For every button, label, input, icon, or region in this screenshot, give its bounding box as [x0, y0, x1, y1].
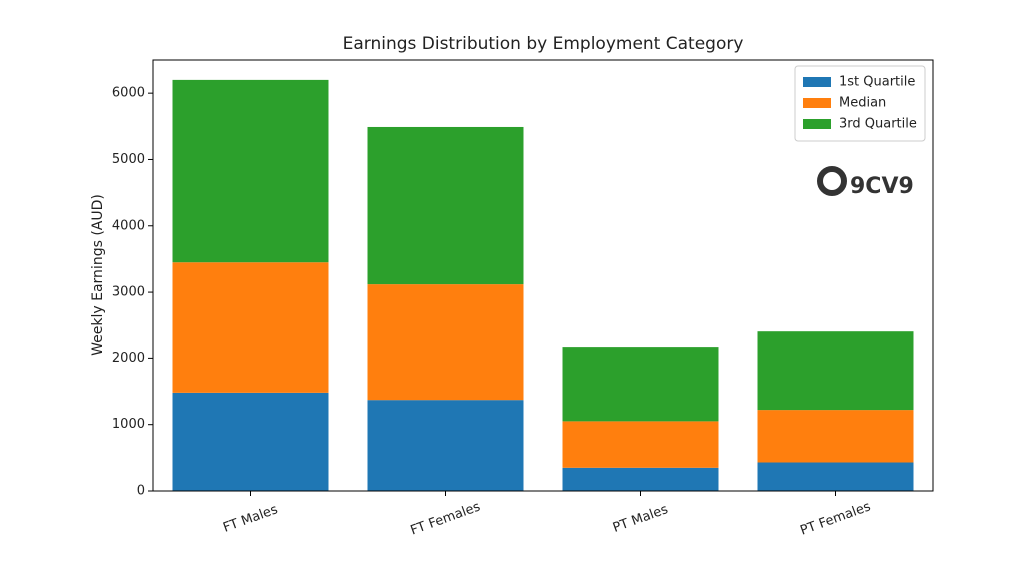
- bar-segment: [367, 126, 524, 285]
- bar-segment: [757, 410, 914, 463]
- y-tick-label: 0: [137, 484, 145, 499]
- bar-segment: [172, 79, 329, 263]
- chart-title: Earnings Distribution by Employment Cate…: [343, 34, 744, 54]
- y-tick-label: 6000: [112, 86, 145, 101]
- y-axis-label: Weekly Earnings (AUD): [90, 194, 106, 356]
- y-tick-label: 4000: [112, 218, 145, 233]
- bar-segment: [172, 262, 329, 393]
- bar-segment: [562, 467, 719, 491]
- y-tick-label: 1000: [112, 417, 145, 432]
- watermark-text: 9CV9: [850, 174, 914, 199]
- watermark-logo: [817, 166, 847, 196]
- bar-segment: [367, 284, 524, 401]
- legend-swatch: [803, 77, 831, 87]
- bar-segment: [172, 392, 329, 491]
- legend-swatch: [803, 119, 831, 129]
- bar-segment: [367, 400, 524, 491]
- legend-label: 1st Quartile: [839, 75, 915, 90]
- watermark: 9CV9: [817, 166, 914, 199]
- bar-segment: [757, 462, 914, 491]
- plot-frame: [152, 59, 934, 492]
- legend-swatch: [803, 98, 831, 108]
- bar-segment: [562, 421, 719, 468]
- bar-segment: [757, 331, 914, 411]
- legend-label: 3rd Quartile: [839, 117, 917, 132]
- y-tick-label: 2000: [112, 351, 145, 366]
- legend-label: Median: [839, 96, 886, 111]
- legend: 1st Quartile Median 3rd Quartile: [794, 65, 926, 142]
- y-tick-label: 3000: [112, 285, 145, 300]
- y-tick-label: 5000: [112, 152, 145, 167]
- bar-segment: [562, 347, 719, 422]
